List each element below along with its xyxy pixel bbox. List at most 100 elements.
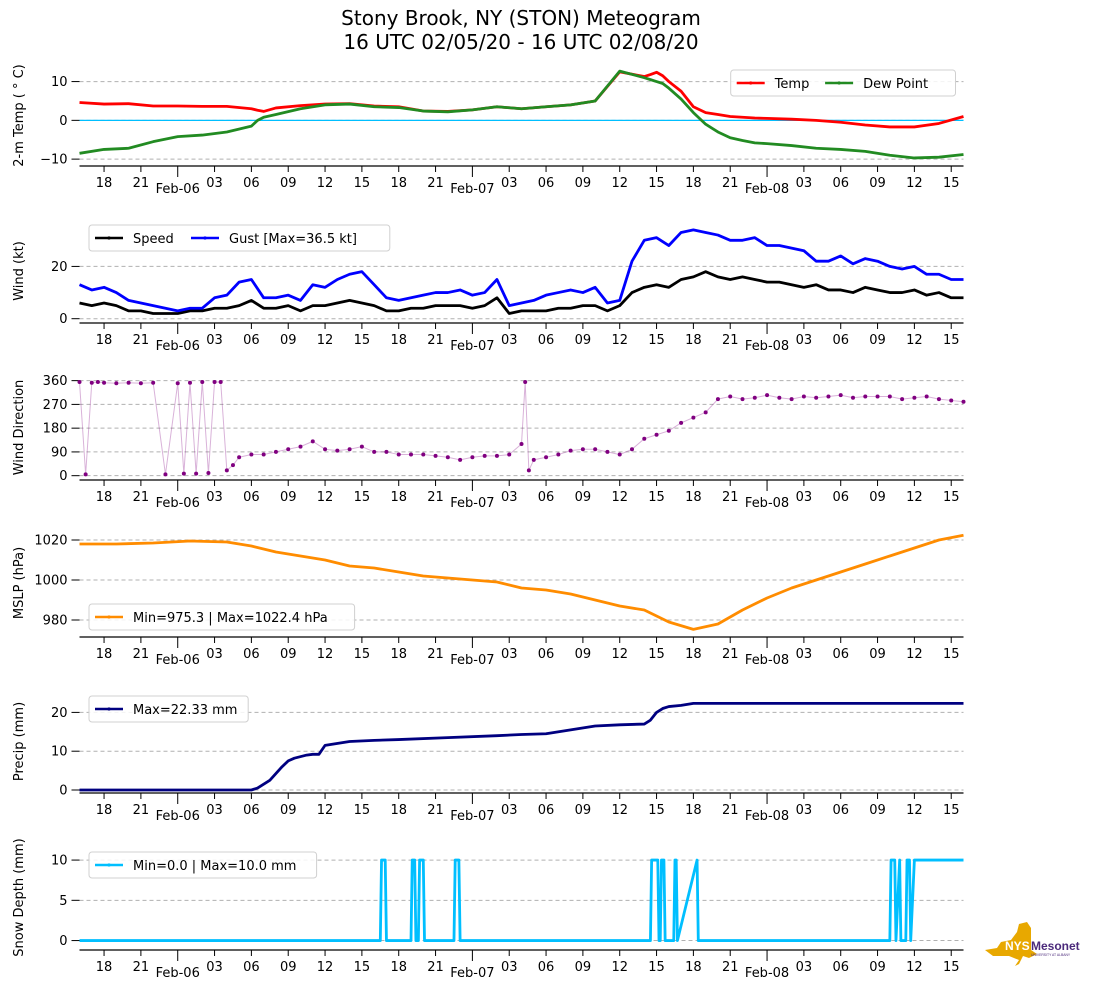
data-point-wdir — [433, 453, 438, 458]
data-point-wdir — [887, 394, 892, 399]
xtick-label-wdir: 18 — [685, 490, 702, 505]
data-point-wdir — [218, 379, 223, 384]
ytick-label-wdir: 0 — [59, 469, 67, 484]
xtick-label-wdir: 15 — [648, 490, 665, 505]
xtick-label-wind: 06 — [538, 333, 555, 348]
data-point-wdir — [494, 453, 499, 458]
xtick-label-wind: 18 — [96, 333, 113, 348]
data-point-wdir — [83, 472, 88, 477]
data-point-wdir — [924, 394, 929, 399]
xtick-label-wdir: 15 — [354, 490, 371, 505]
xtick-label-temp: 18 — [685, 176, 702, 191]
data-point-wdir — [224, 468, 229, 473]
xtick-label-wind: 03 — [796, 333, 813, 348]
xtick-label-snow: 21 — [427, 960, 444, 975]
data-point-wdir — [126, 380, 131, 385]
xtick-label-temp: 12 — [317, 176, 334, 191]
data-point-wdir — [666, 428, 671, 433]
data-point-wdir — [421, 452, 426, 457]
legend-marker-wind — [107, 236, 111, 240]
xtick-label-wind: 09 — [869, 333, 886, 348]
data-point-wdir — [949, 398, 954, 403]
xtick-label-wind: 21 — [427, 333, 444, 348]
data-point-wdir — [396, 452, 401, 457]
day-label-wind: Feb-08 — [745, 339, 789, 354]
data-point-wdir — [765, 393, 770, 398]
xtick-label-wind: 21 — [722, 333, 739, 348]
xtick-label-snow: 03 — [796, 960, 813, 975]
xtick-label-mslp: 15 — [648, 647, 665, 662]
xtick-label-snow: 15 — [648, 960, 665, 975]
xtick-label-snow: 18 — [390, 960, 407, 975]
xtick-label-wind: 06 — [243, 333, 260, 348]
data-point-wdir — [298, 444, 303, 449]
xtick-label-mslp: 12 — [317, 647, 334, 662]
xtick-label-wdir: 03 — [501, 490, 518, 505]
data-point-wdir — [445, 455, 450, 460]
xtick-label-mslp: 18 — [685, 647, 702, 662]
xtick-label-mslp: 03 — [206, 647, 223, 662]
xtick-label-wind: 03 — [206, 333, 223, 348]
data-point-wdir — [335, 448, 340, 453]
xtick-label-wind: 09 — [575, 333, 592, 348]
xtick-label-precip: 12 — [317, 803, 334, 818]
xtick-label-wind: 21 — [133, 333, 150, 348]
xtick-label-snow: 06 — [832, 960, 849, 975]
data-point-wdir — [409, 452, 413, 457]
xtick-label-wdir: 09 — [280, 490, 297, 505]
data-point-wdir — [507, 452, 512, 457]
data-point-wdir — [384, 449, 389, 454]
data-point-wdir — [875, 394, 880, 399]
xtick-label-mslp: 12 — [906, 647, 923, 662]
ylabel-wdir: Wind Direction — [12, 380, 27, 476]
xtick-label-mslp: 21 — [133, 647, 150, 662]
xtick-label-mslp: 06 — [832, 647, 849, 662]
xtick-label-mslp: 09 — [869, 647, 886, 662]
xtick-label-precip: 18 — [390, 803, 407, 818]
legend-marker-temp — [749, 81, 753, 85]
xtick-label-snow: 21 — [133, 960, 150, 975]
data-point-wdir — [237, 455, 242, 460]
chart-title: Stony Brook, NY (STON) Meteogram 16 UTC … — [0, 6, 1042, 54]
data-point-wdir — [826, 394, 831, 399]
xtick-label-precip: 09 — [575, 803, 592, 818]
data-point-wdir — [961, 399, 966, 404]
xtick-label-snow: 06 — [538, 960, 555, 975]
day-label-wdir: Feb-07 — [450, 496, 494, 511]
xtick-label-wdir: 18 — [96, 490, 113, 505]
xtick-label-precip: 18 — [96, 803, 113, 818]
xtick-label-temp: 18 — [96, 176, 113, 191]
data-point-wdir — [181, 471, 186, 476]
legend-mslp — [88, 603, 356, 631]
xtick-label-temp: 12 — [906, 176, 923, 191]
xtick-label-precip: 15 — [648, 803, 665, 818]
xtick-label-precip: 03 — [796, 803, 813, 818]
ytick-label-wdir: 90 — [51, 445, 68, 460]
data-point-wdir — [310, 439, 315, 444]
xtick-label-wdir: 12 — [317, 490, 334, 505]
legend-label-precip: Max=22.33 mm — [133, 703, 237, 718]
xtick-label-precip: 03 — [501, 803, 518, 818]
xtick-label-snow: 03 — [206, 960, 223, 975]
xtick-label-wdir: 09 — [869, 490, 886, 505]
legend-marker-precip — [107, 707, 111, 711]
xtick-label-wind: 09 — [280, 333, 297, 348]
day-label-mslp: Feb-06 — [156, 653, 200, 668]
xtick-label-wind: 18 — [390, 333, 407, 348]
ytick-label-mslp: 1020 — [34, 534, 67, 549]
day-label-temp: Feb-06 — [156, 182, 200, 197]
legend-marker-mslp — [107, 615, 111, 619]
ytick-label-snow: 0 — [59, 934, 67, 949]
xtick-label-precip: 09 — [869, 803, 886, 818]
xtick-label-precip: 06 — [832, 803, 849, 818]
xtick-label-temp: 06 — [538, 176, 555, 191]
data-point-wdir — [347, 447, 352, 452]
ytick-label-precip: 10 — [51, 745, 68, 760]
data-point-wdir — [531, 457, 536, 462]
ytick-label-snow: 5 — [59, 894, 67, 909]
xtick-label-snow: 18 — [685, 960, 702, 975]
data-point-wdir — [814, 395, 819, 400]
xtick-label-temp: 12 — [611, 176, 628, 191]
day-label-wind: Feb-06 — [156, 339, 200, 354]
day-label-wdir: Feb-06 — [156, 496, 200, 511]
